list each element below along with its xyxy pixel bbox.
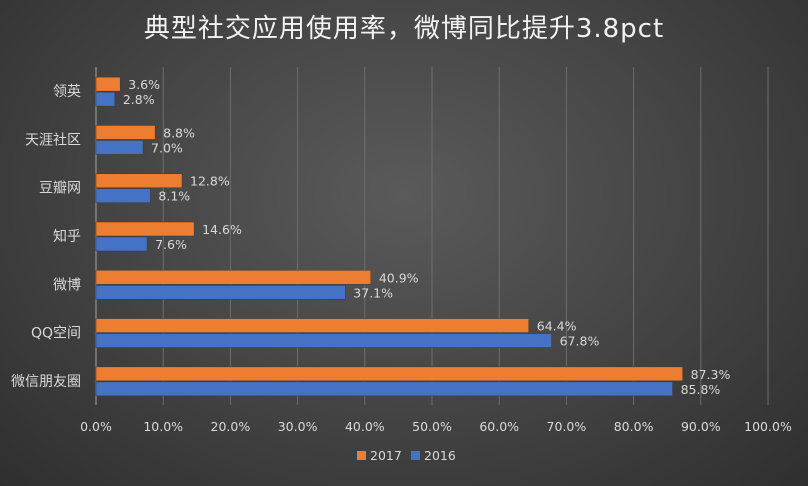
legend-label: 2016: [424, 448, 456, 463]
category-label: 微博: [53, 276, 81, 293]
category-label: QQ空间: [31, 326, 81, 342]
data-label: 2.8%: [123, 92, 155, 107]
bar-2017: [95, 318, 530, 333]
bar-2016: [95, 236, 148, 252]
data-label: 8.1%: [158, 189, 190, 204]
category-label: 天涯社区: [25, 132, 81, 148]
data-label: 7.6%: [155, 237, 187, 252]
bar-2016: [95, 140, 144, 155]
x-tick-label: 40.0%: [345, 419, 385, 434]
x-tick-label: 100.0%: [744, 419, 792, 434]
data-label: 64.4%: [537, 319, 577, 334]
bar-2016: [95, 188, 151, 203]
bar-2017: [95, 125, 156, 140]
data-label: 7.0%: [151, 140, 183, 155]
x-tick-label: 80.0%: [614, 419, 654, 434]
data-label: 40.9%: [379, 270, 419, 285]
data-label: 14.6%: [202, 222, 242, 237]
category-label: 领英: [53, 83, 81, 100]
bar-2017: [95, 270, 372, 285]
bar-2016: [95, 285, 346, 300]
data-label: 12.8%: [190, 174, 230, 189]
data-label: 3.6%: [128, 77, 160, 92]
data-label: 85.8%: [681, 382, 721, 397]
bar-2017: [95, 173, 183, 188]
x-tick-label: 50.0%: [412, 419, 452, 434]
legend-swatch-2017: [357, 451, 366, 460]
x-tick-label: 90.0%: [681, 419, 721, 434]
bar-2016: [95, 381, 673, 397]
bar-2016: [95, 333, 552, 348]
category-label: 知乎: [53, 228, 81, 245]
category-label: 微信朋友圈: [11, 374, 81, 390]
data-label: 37.1%: [353, 285, 393, 300]
bar-2017: [95, 76, 121, 92]
x-tick-label: 20.0%: [211, 419, 251, 434]
data-label: 87.3%: [691, 367, 731, 382]
legend-label: 2017: [370, 448, 402, 463]
bar-2017: [95, 221, 195, 237]
data-label: 67.8%: [560, 334, 600, 349]
category-label: 豆瓣网: [39, 181, 81, 197]
x-tick-label: 10.0%: [143, 419, 183, 434]
chart-title: 典型社交应用使用率，微博同比提升3.8pct: [143, 14, 665, 44]
data-label: 8.8%: [163, 125, 195, 140]
bar-2016: [95, 91, 116, 107]
x-tick-label: 70.0%: [547, 419, 587, 434]
bar-2017: [95, 366, 683, 382]
x-tick-label: 30.0%: [278, 419, 318, 434]
legend-swatch-2016: [411, 451, 420, 460]
x-tick-label: 60.0%: [479, 419, 519, 434]
x-tick-label: 0.0%: [80, 419, 112, 434]
